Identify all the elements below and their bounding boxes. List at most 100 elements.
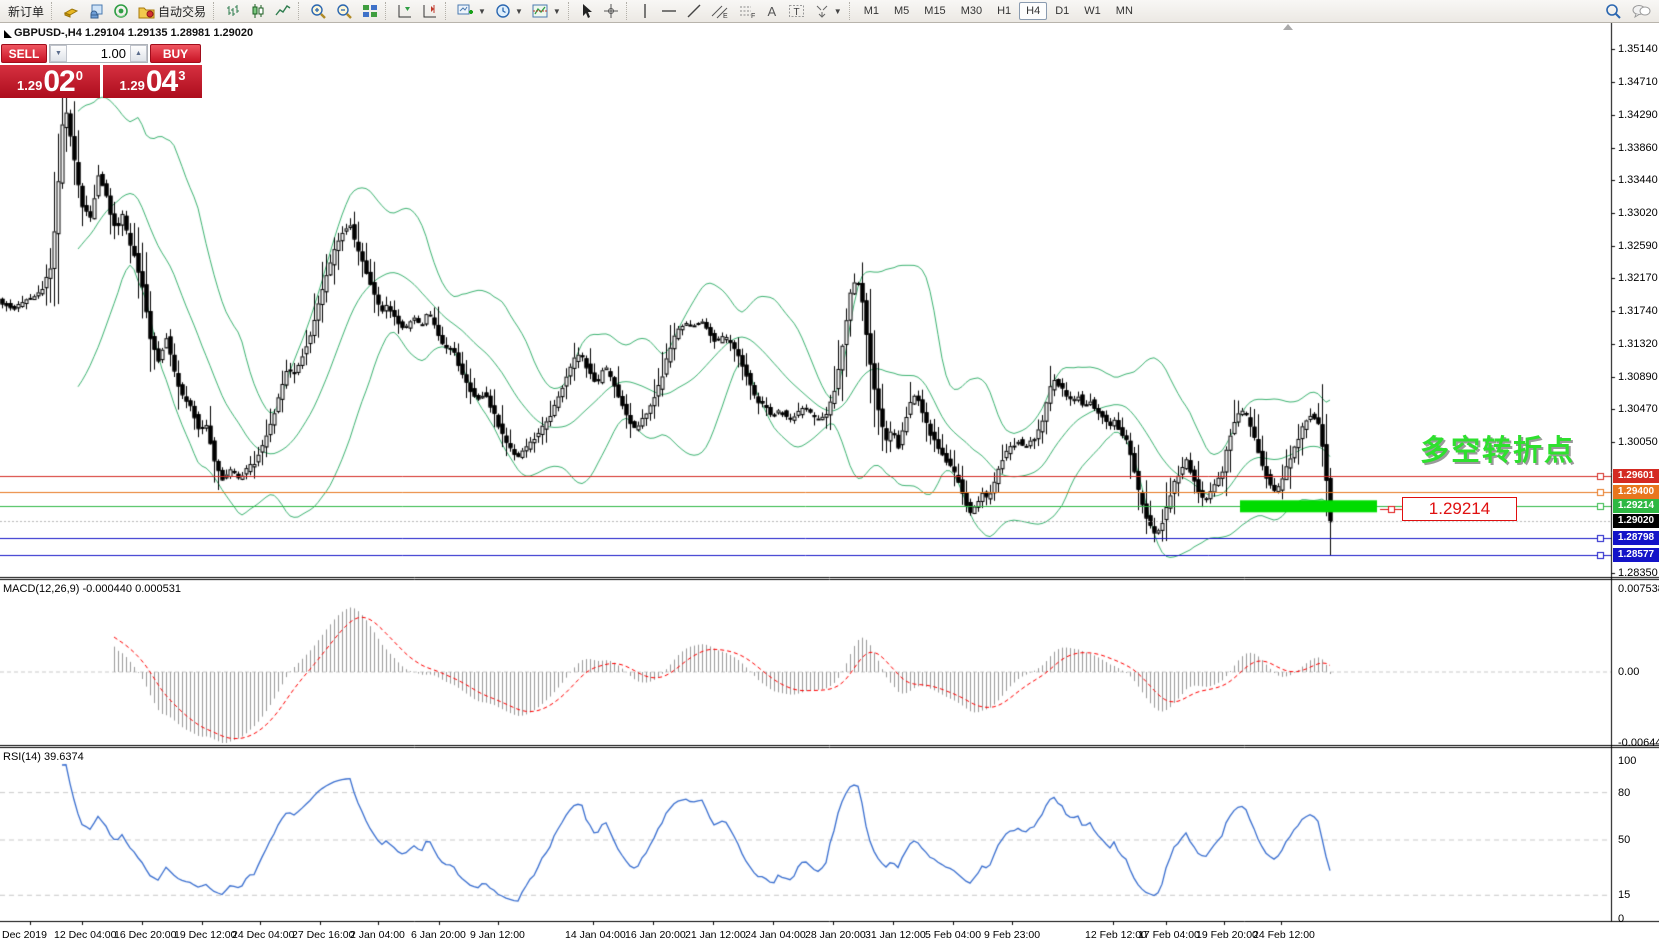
tab-m30[interactable]: M30 [960,5,983,17]
rsi-label: RSI(14) 39.6374 [3,751,84,763]
time-axis-label: 24 Dec 04:00 [232,929,295,941]
volume-input[interactable] [67,45,130,62]
price-tag-1.28577: 1.28577 [1613,548,1659,563]
tab-m5[interactable]: M5 [894,5,910,17]
chart-title: GBPUSD-,H4 1.29104 1.29135 1.28981 1.290… [14,27,254,39]
macd-axis-label: 0.00 [1618,666,1640,678]
time-axis-label: 21 Jan 12:00 [685,929,746,941]
turning-point-annotation[interactable]: 多空转折点 [1420,435,1576,467]
dropdown-caret: ▼ [833,6,842,16]
strategy-tester-icon[interactable] [109,1,133,21]
tile-windows-icon[interactable] [358,1,382,21]
bar-chart-mode-icon[interactable] [221,1,245,21]
buy-price-big: 04 [145,65,178,98]
tab-h1[interactable]: H1 [997,5,1012,17]
time-axis-label: 16 Dec 20:00 [114,929,177,941]
horizontal-line-tool-icon[interactable] [657,1,681,21]
time-axis-label: 17 Feb 04:00 [1138,929,1200,941]
price-tag-1.29601: 1.29601 [1613,469,1659,484]
buy-price-box[interactable]: 1.29 04 3 [103,65,202,98]
chart-shift-icon[interactable] [418,1,442,21]
dropdown-caret: ▼ [478,6,486,16]
tab-m1[interactable]: M1 [863,5,879,17]
time-axis-label: 19 Dec 12:00 [174,929,237,941]
cursor-tool-icon[interactable] [576,1,598,21]
volume-stepper: ▼ ▲ [49,44,148,63]
text-label-tool-icon[interactable]: T [784,1,809,21]
price-tag-1.29400: 1.29400 [1613,484,1659,499]
tab-h4[interactable]: H4 [1019,2,1048,20]
price-tick-label: 1.30890 [1618,370,1658,383]
svg-text:T: T [793,7,799,18]
price-tick-label: 1.35140 [1618,43,1658,55]
arrow-objects-icon[interactable]: ▼ [810,1,846,21]
time-axis-label: 9 Jan 12:00 [470,929,525,941]
indicators-icon[interactable]: ▼ [528,1,565,21]
candlestick-mode-icon[interactable] [246,1,270,21]
new-order-button[interactable]: 新订单 [8,4,45,19]
price-tick-label: 1.34290 [1618,108,1658,121]
price-tag-1.29214: 1.29214 [1613,499,1659,514]
sell-price-sup: 0 [75,68,83,83]
tab-m15[interactable]: M15 [924,5,946,17]
time-axis-label: 28 Jan 20:00 [805,929,866,941]
sell-price-small: 1.29 [17,78,43,93]
time-axis-label: 14 Jan 04:00 [565,929,626,941]
macd-axis-label: -0.006446 [1618,737,1659,749]
time-axis-label: 24 Feb 12:00 [1253,929,1315,941]
sell-price-big: 02 [43,65,75,98]
price-tick-label: 1.30050 [1618,435,1658,448]
time-axis-label: 24 Jan 04:00 [745,929,806,941]
time-axis-label: 6 Jan 20:00 [411,929,466,941]
profiles-icon[interactable]: ▼ [491,1,527,21]
volume-increase-button[interactable]: ▲ [130,45,147,62]
equidistant-channel-tool-icon[interactable]: E [707,1,733,21]
buy-button[interactable]: BUY [150,44,201,63]
rsi-axis-label: 0 [1618,913,1625,925]
crosshair-tool-icon[interactable] [599,1,623,21]
rsi-axis-label: 80 [1618,786,1631,799]
tab-d1[interactable]: D1 [1055,5,1070,17]
main-toolbar: 新订单 自动交易 ▼ ▼ [0,0,1659,23]
splitter-arrow-icon[interactable] [1283,24,1293,30]
dropdown-caret: ▼ [514,6,523,16]
svg-text:F: F [751,13,755,19]
auto-trading-button[interactable]: 自动交易 [134,1,210,21]
price-tick-label: 1.32590 [1618,239,1658,252]
chart-window-icon[interactable] [4,30,12,38]
macd-label: MACD(12,26,9) -0.000440 0.000531 [3,583,181,595]
vertical-line-tool-icon[interactable] [634,1,656,21]
sell-button[interactable]: SELL [1,44,47,63]
price-tick-label: 1.30470 [1618,403,1658,416]
rsi-axis-label: 50 [1618,834,1631,846]
tab-mn[interactable]: MN [1115,5,1133,17]
time-axis-label: 2 Jan 04:00 [350,929,405,941]
volume-decrease-button[interactable]: ▼ [50,45,67,62]
zoom-out-icon[interactable] [332,1,357,21]
sell-price-box[interactable]: 1.29 02 0 [0,65,100,98]
text-tool-icon[interactable]: A [767,3,777,19]
line-chart-mode-icon[interactable] [271,1,295,21]
chat-icon[interactable] [1627,1,1655,21]
time-axis-label: 12 Dec 04:00 [54,929,117,941]
toolbar-separator [213,2,218,20]
time-axis-label: 31 Jan 12:00 [865,929,926,941]
support-price-callout[interactable]: 1.29214 [1402,497,1517,521]
zoom-in-icon[interactable] [306,1,331,21]
buy-price-small: 1.29 [119,78,145,93]
price-tick-label: 1.33440 [1618,174,1658,187]
tab-w1[interactable]: W1 [1084,5,1101,17]
new-chart-icon[interactable]: ▼ [453,1,490,21]
price-tick-label: 1.31320 [1618,337,1658,350]
auto-scroll-icon[interactable] [393,1,417,21]
toolbar-separator [567,2,573,20]
market-watch-icon[interactable] [59,1,83,21]
fibonacci-tool-icon[interactable]: F [734,1,760,21]
trendline-tool-icon[interactable] [682,1,706,21]
chart-canvas[interactable] [0,23,1659,947]
toolbar-separator [385,2,390,20]
time-axis-label: 5 Feb 04:00 [925,929,982,941]
data-window-icon[interactable] [84,1,108,21]
rsi-axis-label: 100 [1618,755,1637,767]
search-icon[interactable] [1601,1,1626,21]
